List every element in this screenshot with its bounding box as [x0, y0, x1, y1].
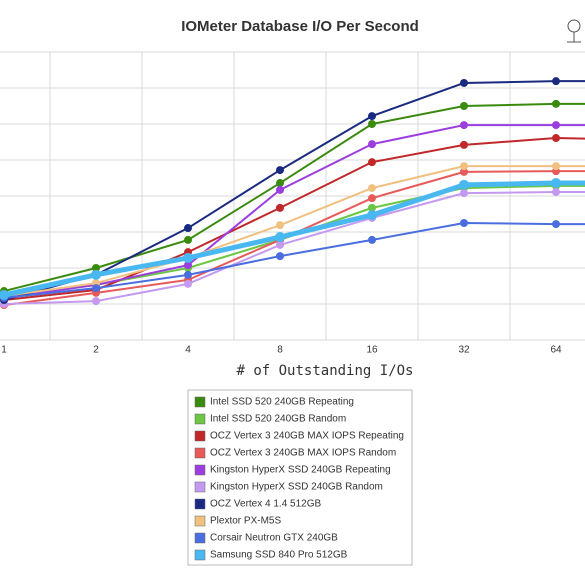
point: [460, 167, 468, 176]
legend-label: OCZ Vertex 4 1.4 512GB: [210, 499, 321, 510]
point: [276, 252, 284, 261]
x-tick-label: 2: [93, 345, 99, 356]
legend-label: Plextor PX-M5S: [210, 516, 281, 527]
x-axis-label: # of Outstanding I/Os: [236, 363, 413, 379]
x-tick-label: 64: [550, 345, 562, 356]
series-line: [3, 80, 585, 302]
point: [460, 140, 468, 149]
legend-swatch: [194, 549, 206, 561]
legend-label: Kingston HyperX SSD 240GB Random: [210, 482, 383, 493]
point: [460, 219, 468, 227]
point: [552, 162, 560, 171]
point: [552, 121, 560, 130]
legend-label: OCZ Vertex 3 240GB MAX IOPS Repeating: [210, 431, 404, 442]
point: [276, 185, 284, 194]
point: [552, 220, 560, 229]
x-tick-label: 8: [277, 345, 283, 356]
chart-title: IOMeter Database I/O Per Second: [181, 18, 419, 35]
point: [92, 264, 100, 272]
icon: [567, 19, 581, 43]
series-line: [3, 137, 585, 302]
series-line: [3, 102, 585, 293]
point: [91, 269, 101, 280]
x-tick-label: 1: [1, 345, 7, 356]
legend-swatch: [194, 515, 206, 527]
series-line: [3, 170, 585, 307]
point: [276, 203, 284, 212]
point: [459, 179, 469, 190]
point: [460, 121, 468, 130]
point: [368, 235, 376, 244]
point: [368, 140, 376, 149]
legend-swatch: [194, 464, 206, 476]
legend-label: Kingston HyperX SSD 240GB Repeating: [210, 465, 391, 476]
legend-label: Samsung SSD 840 Pro 512GB: [210, 550, 348, 561]
point: [92, 284, 100, 293]
point: [276, 166, 284, 175]
x-tick-label: 16: [366, 345, 378, 356]
point: [92, 297, 100, 306]
point: [276, 240, 284, 249]
series-line: [3, 124, 585, 299]
point: [368, 120, 376, 128]
point: [460, 162, 468, 171]
legend-swatch: [194, 498, 206, 510]
legend-label: Intel SSD 520 240GB Random: [210, 414, 346, 425]
point: [552, 134, 560, 143]
legend-label: Intel SSD 520 240GB Repeating: [210, 397, 354, 408]
legend-swatch: [194, 396, 206, 408]
point: [368, 194, 376, 203]
x-tick-label: 4: [185, 345, 191, 356]
point: [551, 178, 561, 189]
series-line: [3, 165, 585, 298]
point: [276, 221, 284, 230]
point: [552, 99, 560, 108]
point: [184, 261, 192, 270]
series-line: [3, 222, 585, 299]
point: [552, 188, 560, 197]
point: [460, 189, 468, 198]
point: [184, 224, 192, 233]
series-line: [3, 191, 585, 305]
point: [367, 210, 377, 221]
point: [276, 179, 284, 188]
point: [460, 102, 468, 110]
point: [460, 78, 468, 87]
point: [275, 232, 285, 243]
legend-label: Corsair Neutron GTX 240GB: [210, 533, 338, 544]
point: [184, 279, 192, 288]
point: [184, 235, 192, 244]
point: [183, 252, 193, 263]
point: [368, 112, 376, 121]
legend-swatch: [194, 447, 206, 459]
point: [552, 77, 560, 86]
x-tick-label: 32: [458, 345, 470, 356]
legend-swatch: [194, 481, 206, 493]
point: [368, 158, 376, 167]
series-line: [3, 180, 585, 298]
legend-swatch: [194, 413, 206, 425]
point: [184, 270, 192, 279]
point: [368, 203, 376, 212]
legend-swatch: [194, 430, 206, 442]
point: [368, 184, 376, 193]
legend-box: [187, 389, 413, 566]
point: [0, 290, 9, 300]
legend-swatch: [194, 532, 206, 544]
legend-label: OCZ Vertex 3 240GB MAX IOPS Random: [210, 448, 396, 459]
